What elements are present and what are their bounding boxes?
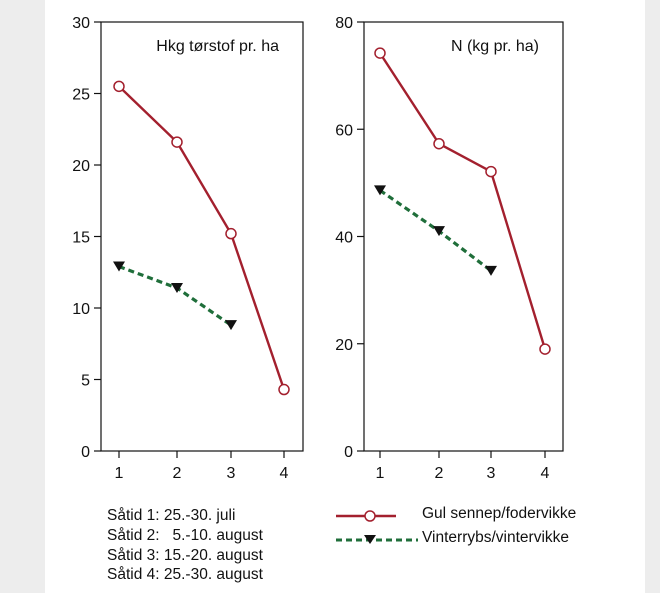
figure-panel [45, 0, 645, 593]
y-tick-label: 20 [72, 158, 90, 175]
sowing-note-4: Såtid 4: 25.-30. august [107, 566, 263, 584]
y-tick-label: 15 [72, 230, 90, 247]
data-point [433, 226, 445, 237]
data-point [278, 383, 290, 396]
y-tick-label: 80 [335, 15, 353, 32]
data-point [539, 343, 551, 355]
series-line [118, 265, 232, 327]
series-line [378, 52, 547, 350]
series-gul-sennep [113, 80, 290, 396]
y-tick-label: 60 [335, 122, 353, 139]
plot-frame [363, 21, 564, 452]
chart-title: Hkg tørstof pr. ha [156, 38, 279, 55]
y-tick-label: 40 [335, 230, 353, 247]
x-tick-label: 2 [435, 465, 444, 482]
data-point [113, 80, 125, 93]
data-point [225, 320, 237, 331]
legend-swatch-solid-circle [336, 510, 396, 522]
x-tick-label: 3 [227, 465, 236, 482]
sowing-note-2: Såtid 2: 5.-10. august [107, 526, 263, 544]
plot-frame [100, 21, 304, 452]
series-gul-sennep [374, 47, 551, 355]
chart-title: N (kg pr. ha) [451, 38, 539, 55]
chart-right: N (kg pr. ha) 0 20 40 60 80 1 2 3 4 [335, 15, 564, 482]
x-tick-label: 1 [376, 465, 385, 482]
x-tick-label: 2 [173, 465, 182, 482]
y-tick-label: 20 [335, 337, 353, 354]
y-tick-label: 0 [81, 444, 90, 461]
y-tick-label: 25 [72, 87, 90, 104]
series-vinterrybs [113, 261, 237, 331]
x-tick-label: 3 [487, 465, 496, 482]
y-tick-label: 10 [72, 301, 90, 318]
data-point [374, 47, 386, 59]
y-tick-label: 5 [81, 373, 90, 390]
series-vinterrybs [374, 185, 497, 276]
x-tick-label: 4 [280, 465, 289, 482]
sowing-note-3: Såtid 3: 15.-20. august [107, 546, 263, 564]
legend-swatch-dashed-triangle [336, 535, 418, 544]
data-point [113, 261, 125, 272]
data-point [171, 136, 183, 148]
sowing-time-notes: Såtid 1: 25.-30. juli Såtid 2: 5.-10. au… [107, 506, 263, 585]
y-tick-label: 30 [72, 15, 90, 32]
data-point [433, 137, 445, 150]
x-tick-label: 4 [541, 465, 550, 482]
legend-label-gul-sennep: Gul sennep/fodervikke [422, 505, 577, 522]
legend-label-vinterrybs: Vinterrybs/vintervikke [422, 529, 570, 546]
series-line [118, 85, 286, 390]
data-point [485, 265, 497, 276]
series-line [379, 189, 492, 273]
chart-left: Hkg tørstof pr. ha 0 5 10 15 20 25 30 1 2 3 4 [72, 15, 304, 482]
x-tick-label: 1 [115, 465, 124, 482]
data-point [485, 165, 497, 178]
data-point [171, 282, 183, 293]
sowing-note-1: Såtid 1: 25.-30. juli [107, 507, 236, 524]
data-point [374, 185, 386, 196]
data-point [225, 227, 237, 240]
y-tick-label: 0 [344, 444, 353, 461]
